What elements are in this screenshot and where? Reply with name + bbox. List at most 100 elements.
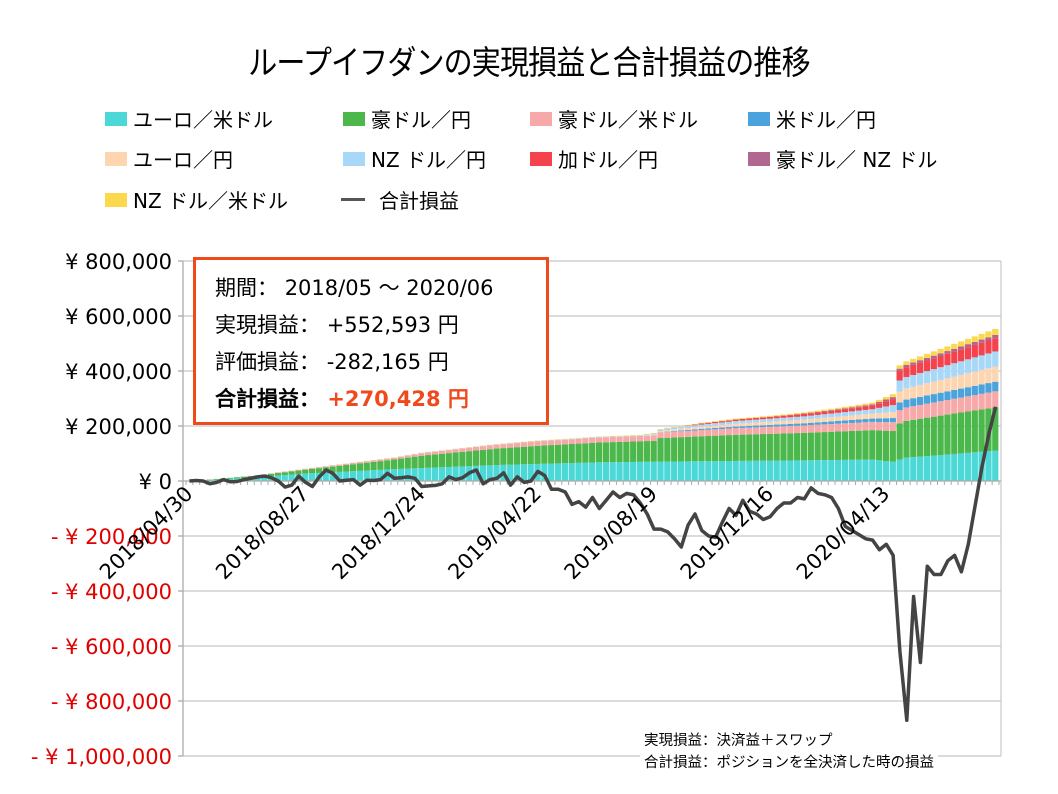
bar-segment <box>336 464 343 466</box>
bar-segment <box>308 473 316 481</box>
bar-segment <box>992 450 999 481</box>
bar-segment <box>978 339 985 343</box>
bar-segment <box>910 364 917 376</box>
realized-row: 実現損益： +552,593 円 <box>215 307 546 344</box>
bar-segment <box>650 432 657 434</box>
bar-segment <box>589 442 596 463</box>
bar-segment <box>698 423 705 425</box>
bar-segment <box>862 406 869 410</box>
bar-segment <box>978 384 985 394</box>
bar-segment <box>773 421 780 425</box>
bar-segment <box>821 424 828 433</box>
bar-segment <box>882 461 890 481</box>
bar-segment <box>753 417 760 420</box>
bar-segment <box>855 406 862 408</box>
bar-segment <box>876 421 883 431</box>
bar-segment <box>677 426 685 429</box>
bar-segment <box>780 420 787 425</box>
bar-segment <box>876 399 883 402</box>
bar-segment <box>828 460 835 481</box>
bar-segment <box>992 351 999 367</box>
bar-segment <box>561 439 568 445</box>
realized-value: +552,593 円 <box>326 313 459 337</box>
bar-segment <box>862 414 869 420</box>
bar-segment <box>780 424 787 427</box>
bar-segment <box>794 413 801 415</box>
bar-segment <box>841 423 849 432</box>
bar-segment <box>356 470 364 481</box>
bar-segment <box>493 448 500 466</box>
bar-segment <box>958 397 965 413</box>
bar-segment <box>712 421 719 424</box>
bar-segment <box>609 437 616 443</box>
bar-segment <box>575 438 582 444</box>
bar-segment <box>459 448 466 452</box>
bar-segment <box>349 464 357 472</box>
bar-segment <box>944 378 951 392</box>
bar-segment <box>876 403 883 408</box>
bar-segment <box>759 427 767 435</box>
bar-segment <box>718 428 726 436</box>
bar-segment <box>226 477 234 479</box>
bar-segment <box>554 444 562 464</box>
bar-segment <box>780 460 787 481</box>
bar-segment <box>882 399 890 402</box>
bar-segment <box>794 433 801 461</box>
bar-segment <box>507 447 514 465</box>
bar-segment <box>684 425 691 426</box>
bar-segment <box>288 471 295 475</box>
bar-segment <box>664 429 671 432</box>
bar-segment <box>896 391 903 403</box>
bar-segment <box>978 342 985 356</box>
bar-segment <box>718 421 726 423</box>
bar-segment <box>841 431 849 460</box>
bar-segment <box>766 426 773 434</box>
bar-segment <box>500 448 507 465</box>
bar-segment <box>807 422 814 426</box>
bar-segment <box>780 415 787 418</box>
bar-segment <box>855 414 862 420</box>
bar-segment <box>869 430 876 460</box>
bar-segment <box>917 404 924 419</box>
bar-segment <box>671 429 678 432</box>
bar-segment <box>759 422 767 426</box>
bar-segment <box>411 468 418 481</box>
bar-segment <box>821 411 828 415</box>
bar-segment <box>841 408 849 410</box>
bar-segment <box>903 399 910 408</box>
bar-segment <box>896 370 903 381</box>
bar-segment <box>466 451 473 467</box>
bar-segment <box>964 338 972 345</box>
bar-segment <box>814 414 821 419</box>
bar-segment <box>992 366 999 382</box>
bar-segment <box>794 460 801 481</box>
bar-segment <box>664 428 671 430</box>
bar-segment <box>677 461 685 481</box>
bar-segment <box>944 400 951 415</box>
bar-segment <box>855 430 862 460</box>
bar-segment <box>753 425 760 428</box>
bar-segment <box>800 413 808 415</box>
bar-segment <box>671 461 678 481</box>
bar-segment <box>848 419 855 423</box>
bar-segment <box>958 453 965 481</box>
bar-segment <box>944 365 951 379</box>
bar-segment <box>794 414 801 417</box>
y-axis-ticks: ¥ 800,000 ¥ 600,000 ¥ 400,000 ¥ 200,000 ¥ 0 -… <box>31 250 172 769</box>
bar-segment <box>903 407 910 421</box>
bar-segment <box>753 460 760 481</box>
bar-segment <box>917 396 924 405</box>
bar-segment <box>848 459 855 481</box>
bar-segment <box>616 441 623 463</box>
legend-item: 加ドル／円 <box>530 144 658 173</box>
period-row: 期間： 2018/05 〜 2020/06 <box>215 270 546 307</box>
bar-segment <box>513 464 521 481</box>
bar-segment <box>636 441 644 462</box>
legend-label: 加ドル／円 <box>558 148 658 172</box>
bar-segment <box>548 463 555 481</box>
legend-swatch <box>530 111 552 126</box>
bar-segment <box>739 418 746 421</box>
bar-segment <box>377 459 384 462</box>
bar-segment <box>828 421 835 425</box>
x-axis-ticks: 2018/04/30 2018/08/27 2018/12/24 2019/04/22… <box>95 482 894 585</box>
